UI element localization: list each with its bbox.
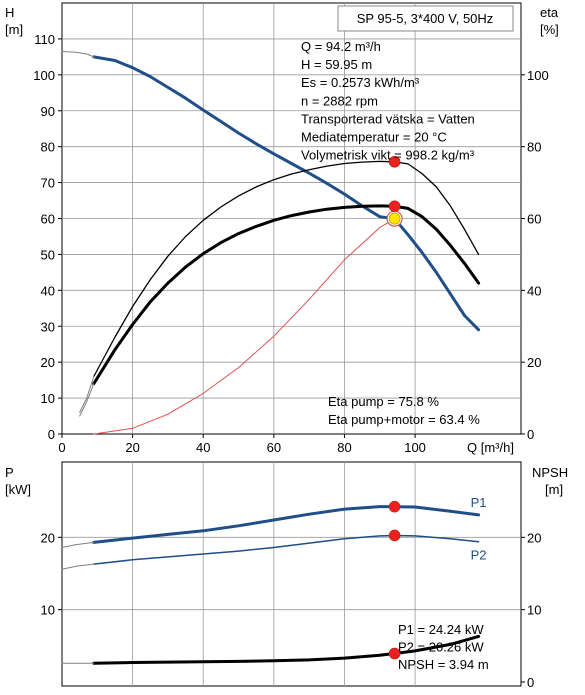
bottom-series-line-1	[93, 534, 480, 565]
eta-line: Eta pump = 75.8 %	[328, 394, 439, 409]
y-left-tick-label: 90	[41, 104, 55, 119]
bottom-series-line-3	[61, 541, 95, 548]
y-left-tick-label: 20	[41, 355, 55, 370]
y-right-tick-label: 40	[527, 283, 541, 298]
y-left-tick-label: 100	[33, 68, 55, 83]
operating-point-marker	[388, 647, 401, 660]
top-series-line-5	[79, 383, 95, 417]
eta-line: Eta pump+motor = 63.4 %	[328, 412, 480, 427]
top-grid	[62, 3, 521, 434]
x-tick-label: 60	[267, 440, 281, 455]
value-block: P1 = 24.24 kW P2 = 20.26 kW NPSH = 3.94 m	[398, 622, 489, 672]
info-line: Es = 0.2573 kWh/m³	[301, 75, 420, 90]
info-line: n = 2882 rpm	[301, 93, 378, 108]
x-tick-label: 0	[58, 440, 65, 455]
x-tick-label: 20	[125, 440, 139, 455]
info-line: Mediatemperatur = 20 °C	[301, 130, 447, 145]
y-right-tick-label: 0	[527, 675, 534, 690]
top-series-group	[61, 51, 481, 435]
top-series-line-4	[92, 204, 481, 386]
top-tick-labels: 0 20 40 60 80 100 0 10 20 30 40 50 60 70 80 90 100 110 0 20…	[33, 32, 548, 455]
value-line: P2 = 20.26 kW	[398, 640, 484, 655]
info-line: Volymetrisk vikt = 998.2 kg/m³	[301, 148, 475, 163]
y-left-tick-label: 60	[41, 212, 55, 227]
y-axis-right-unit: [%]	[540, 22, 559, 37]
bottom-series-labels: P1 P2	[471, 495, 487, 563]
top-series-line-6	[93, 218, 396, 435]
bottom-series-line-4	[61, 563, 95, 570]
y-left-tick-label: 10	[41, 603, 55, 618]
y-left-tick-label: 30	[41, 319, 55, 334]
info-line: Transporterad vätska = Vatten	[301, 111, 475, 126]
top-series-line-1	[61, 51, 95, 58]
bottom-series-line-2	[92, 634, 481, 665]
top-series-line-2	[93, 160, 480, 378]
y-left-tick-label: 70	[41, 176, 55, 191]
chart-title: SP 95-5, 3*400 V, 50Hz	[357, 11, 494, 26]
operating-point-marker	[388, 500, 401, 513]
x-tick-label: 80	[337, 440, 351, 455]
y-axis-npsh-unit: [m]	[545, 482, 563, 497]
bottom-series-line-0	[92, 505, 481, 544]
y-right-tick-label: 20	[527, 530, 541, 545]
y-left-tick-label: 20	[41, 530, 55, 545]
info-line: Q = 94.2 m³/h	[301, 39, 381, 54]
y-right-tick-label: 80	[527, 140, 541, 155]
value-line: P1 = 24.24 kW	[398, 622, 484, 637]
x-tick-label: 100	[404, 440, 426, 455]
operating-point-marker	[388, 529, 401, 542]
y-left-tick-label: 110	[34, 32, 55, 47]
y-axis-left-unit: [m]	[5, 22, 23, 37]
y-right-tick-label: 100	[527, 68, 549, 83]
y-right-tick-label: 0	[527, 427, 534, 442]
bottom-operating-points	[388, 500, 401, 660]
title-box	[337, 5, 514, 32]
series-label-p1: P1	[471, 495, 487, 510]
y-right-tick-label: 60	[527, 212, 541, 227]
top-operating-points	[386, 155, 403, 227]
y-left-tick-label: 80	[41, 140, 55, 155]
y-axis-left-label: H	[5, 5, 14, 20]
info-line: H = 59.95 m	[301, 57, 372, 72]
bottom-tick-labels: 10 20 0 10 20	[41, 530, 542, 690]
y-left-tick-label: 40	[41, 283, 55, 298]
value-line: NPSH = 3.94 m	[398, 657, 489, 672]
eta-block: Eta pump = 75.8 % Eta pump+motor = 63.4 %	[328, 394, 480, 427]
y-left-tick-label: 0	[48, 427, 55, 442]
top-series-line-3	[79, 376, 95, 413]
y-axis-power-unit: [kW]	[5, 482, 31, 497]
bottom-series-group	[61, 505, 481, 665]
y-left-tick-label: 50	[41, 247, 55, 262]
series-label-p2: P2	[471, 548, 487, 563]
y-axis-power-label: P	[5, 465, 14, 480]
y-right-tick-label: 10	[527, 603, 541, 618]
y-left-tick-label: 10	[41, 391, 55, 406]
efficiency-point-marker	[388, 200, 401, 213]
info-block: Q = 94.2 m³/h H = 59.95 m Es = 0.2573 kWh/…	[301, 39, 475, 163]
power-npsh-panel: 10 20 0 10 20 P1 P2 P1 = 24.24 kW P2 = 20.26 k…	[5, 461, 568, 690]
x-axis-label: Q [m³/h]	[467, 440, 514, 455]
y-axis-right-label: eta	[540, 5, 559, 20]
x-tick-label: 40	[196, 440, 210, 455]
pump-curve-panel: 0 20 40 60 80 100 0 10 20 30 40 50 60 70 80 90 100 110 0 20…	[5, 2, 559, 455]
efficiency-point-marker	[388, 155, 401, 168]
y-right-tick-label: 20	[527, 355, 541, 370]
y-axis-npsh-label: NPSH	[532, 465, 568, 480]
top-series-line-0	[92, 55, 481, 332]
duty-point-marker	[388, 212, 401, 225]
